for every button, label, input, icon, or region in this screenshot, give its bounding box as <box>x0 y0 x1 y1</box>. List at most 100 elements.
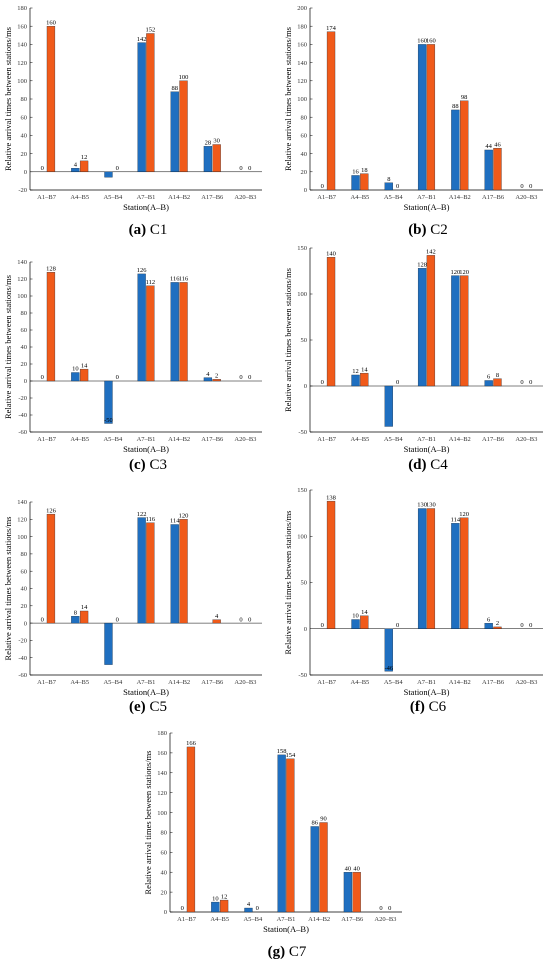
panel-caption-name: C1 <box>146 222 167 238</box>
data-label: 2 <box>215 373 218 380</box>
data-label: 142 <box>426 249 436 256</box>
data-label: 0 <box>379 905 382 912</box>
bar <box>310 826 319 913</box>
bar <box>351 374 360 387</box>
y-tick-label: 0 <box>24 169 27 176</box>
data-label: 120 <box>179 513 189 520</box>
data-label: 128 <box>417 261 427 268</box>
bar <box>137 273 146 382</box>
bar <box>319 822 328 913</box>
data-label: 0 <box>396 379 399 386</box>
y-tick-label: 0 <box>164 909 167 916</box>
bar <box>170 91 179 172</box>
data-label: 98 <box>461 94 468 101</box>
x-tick-label: A17–B6 <box>482 679 505 686</box>
data-label: 10 <box>352 613 359 620</box>
bar <box>104 380 113 424</box>
x-tick-label: A5–B4 <box>384 436 404 443</box>
bar <box>170 282 179 382</box>
bar <box>244 907 253 913</box>
y-tick-label: 80 <box>21 310 28 317</box>
y-axis-title: Relative arrival times between stations/… <box>3 517 13 661</box>
bar <box>343 872 353 913</box>
data-label: 0 <box>396 622 399 629</box>
x-axis-title: Station(A–B) <box>404 202 450 212</box>
data-label: 120 <box>451 269 461 276</box>
bar <box>417 268 427 387</box>
panel-caption-name: C3 <box>146 457 167 473</box>
data-label: 140 <box>326 250 336 257</box>
y-tick-label: 120 <box>157 790 167 797</box>
bar <box>484 623 493 629</box>
data-label: 0 <box>239 616 242 623</box>
y-tick-label: 120 <box>17 60 27 67</box>
data-label: -46 <box>384 665 393 672</box>
y-tick-label: 100 <box>297 533 307 540</box>
y-tick-label: 40 <box>161 869 168 876</box>
x-tick-label: A4–B5 <box>210 916 229 923</box>
bar <box>417 44 427 191</box>
panel-caption-name: C7 <box>285 944 307 960</box>
y-tick-label: 80 <box>21 551 28 558</box>
y-tick-label: 60 <box>301 133 308 140</box>
x-tick-label: A1–B7 <box>37 194 57 201</box>
bar <box>79 610 89 624</box>
y-tick-label: 140 <box>157 770 167 777</box>
bar <box>460 100 469 191</box>
bar <box>451 275 460 387</box>
bar <box>460 275 469 387</box>
y-tick-label: 60 <box>161 850 168 857</box>
y-tick-label: 80 <box>21 96 28 103</box>
data-label: 40 <box>345 865 352 872</box>
bar <box>179 282 188 382</box>
data-label: 14 <box>361 609 368 616</box>
data-label: 0 <box>248 616 251 623</box>
data-label: 114 <box>170 518 180 525</box>
panel-caption-letter: (b) <box>408 222 426 238</box>
bar <box>360 372 369 387</box>
bar <box>79 368 89 382</box>
data-label: 90 <box>320 816 327 823</box>
data-label: 130 <box>426 502 436 509</box>
x-tick-label: A17–B6 <box>201 194 224 201</box>
bar <box>211 901 220 913</box>
y-tick-label: 100 <box>17 534 27 541</box>
x-tick-label: A17–B6 <box>482 436 505 443</box>
y-tick-label: 140 <box>17 259 27 266</box>
y-tick-label: -20 <box>18 395 27 402</box>
data-label: 88 <box>172 85 179 92</box>
y-tick-label: 80 <box>301 114 308 121</box>
y-tick-label: 120 <box>297 78 307 85</box>
y-tick-label: -40 <box>18 412 27 419</box>
data-label: 0 <box>321 379 324 386</box>
y-tick-label: 80 <box>161 830 168 837</box>
x-tick-label: A20–B3 <box>234 679 256 686</box>
panel-caption: (b) C2 <box>408 222 448 238</box>
panel-caption: (g) C7 <box>268 944 307 960</box>
data-label: 0 <box>248 374 251 381</box>
y-tick-label: 20 <box>21 151 28 158</box>
bar <box>417 508 427 629</box>
data-label: 0 <box>529 379 532 386</box>
bar <box>426 508 436 629</box>
x-tick-label: A4–B5 <box>70 679 89 686</box>
y-tick-label: 180 <box>17 5 27 12</box>
bar <box>360 173 369 191</box>
data-label: 8 <box>496 372 499 379</box>
bar <box>460 517 469 629</box>
data-label: 6 <box>487 616 491 623</box>
x-tick-label: A1–B7 <box>37 679 57 686</box>
y-tick-label: 50 <box>301 337 308 344</box>
panel-caption-name: C6 <box>425 699 447 715</box>
y-tick-label: 40 <box>301 151 308 158</box>
x-tick-label: A14–B2 <box>168 194 190 201</box>
data-label: 0 <box>239 374 242 381</box>
y-tick-label: 40 <box>21 133 28 140</box>
data-label: 126 <box>137 267 148 274</box>
x-tick-label: A17–B6 <box>201 436 224 443</box>
data-label: 128 <box>46 265 56 272</box>
y-tick-label: 100 <box>17 293 27 300</box>
